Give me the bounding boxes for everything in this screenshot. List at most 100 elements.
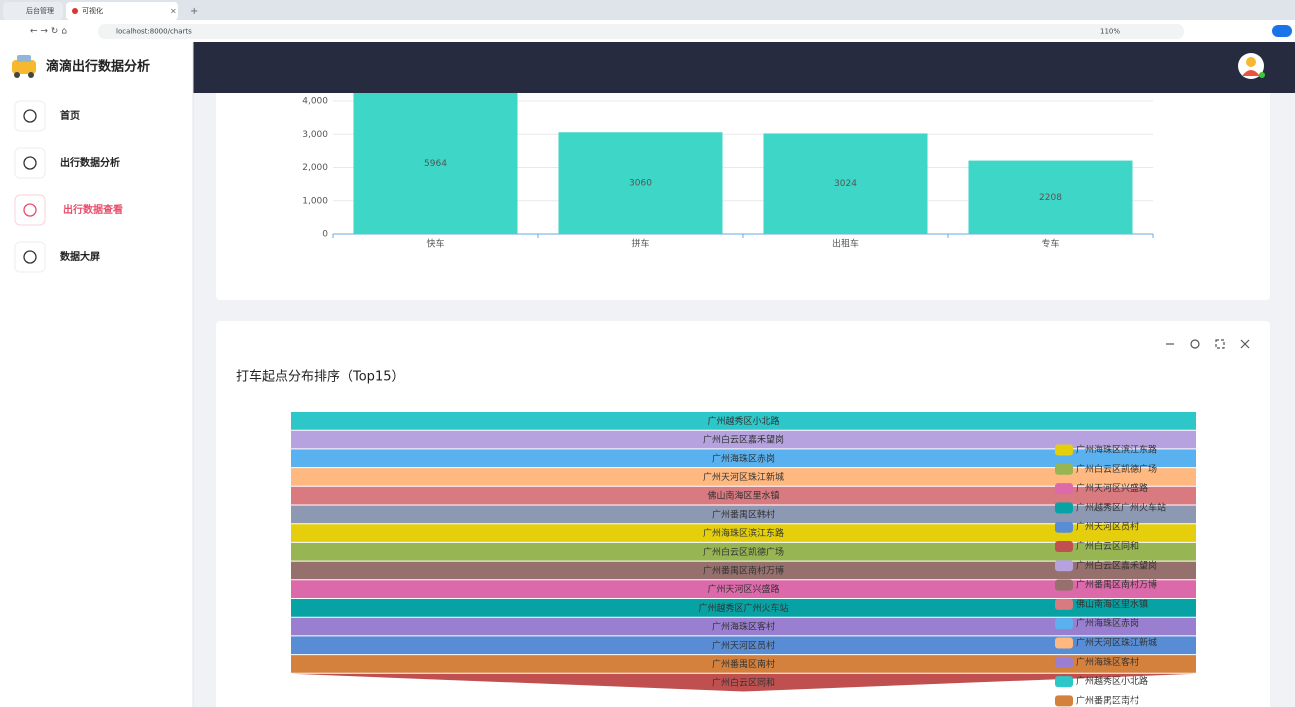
x-tick-label: 快车 xyxy=(426,238,444,250)
legend-swatch[interactable] xyxy=(1055,598,1073,610)
legend-swatch[interactable] xyxy=(1055,483,1073,495)
watermark: CSDN @源码之家 xyxy=(1106,696,1253,707)
menu-icon xyxy=(23,156,37,170)
bar xyxy=(763,133,928,234)
legend-label[interactable]: 广州白云区凯德广场 xyxy=(1076,463,1157,475)
funnel-segment xyxy=(291,486,1196,505)
toolbox[interactable] xyxy=(1166,339,1250,349)
value-label: 5964 xyxy=(424,159,447,169)
url-field[interactable] xyxy=(98,24,1184,39)
new-tab[interactable]: + xyxy=(190,6,198,17)
funnel-segment xyxy=(291,449,1196,468)
y-tick-label: 1,000 xyxy=(302,196,328,206)
logo-wheel xyxy=(14,72,20,78)
legend-label[interactable]: 广州番禺区南村万博 xyxy=(1076,579,1157,591)
funnel-segment xyxy=(291,617,1196,636)
tab-bar xyxy=(0,0,1295,20)
menu-item[interactable]: 数据大屏 xyxy=(60,250,100,263)
legend-swatch[interactable] xyxy=(1055,695,1073,707)
tab-active[interactable] xyxy=(66,2,178,20)
legend-swatch[interactable] xyxy=(1055,521,1073,533)
x-tick-label: 拼车 xyxy=(631,238,649,250)
menu-icon-box[interactable] xyxy=(14,100,46,132)
close-icon[interactable] xyxy=(1240,339,1250,349)
app-title: 滴滴出行数据分析 xyxy=(46,59,150,75)
menu-icon-box[interactable] xyxy=(14,194,46,226)
logo-window xyxy=(17,55,31,62)
menu-icon xyxy=(23,203,37,217)
refresh-icon[interactable] xyxy=(1190,339,1200,349)
avatar[interactable] xyxy=(1238,53,1265,79)
funnel-segment xyxy=(291,468,1196,486)
fullscreen-icon[interactable] xyxy=(1215,339,1225,349)
legend-swatch[interactable] xyxy=(1055,676,1073,688)
value-label: 2208 xyxy=(1039,193,1062,203)
segment-label: 广州番禺区韩村 xyxy=(712,508,775,520)
legend-swatch[interactable] xyxy=(1055,618,1073,630)
legend-swatch[interactable] xyxy=(1055,560,1073,572)
url[interactable]: localhost:8000/charts xyxy=(116,28,192,36)
zoom[interactable]: 110% xyxy=(1100,28,1120,36)
legend-swatch[interactable] xyxy=(1055,541,1073,552)
funnel-segment xyxy=(291,412,1196,430)
avatar-head xyxy=(1246,57,1256,67)
chart-title: 打车起点分布排序（Top15） xyxy=(236,369,404,385)
menu-icon-box[interactable] xyxy=(14,147,46,179)
nav-buttons[interactable]: ← → ↻ ⌂ xyxy=(30,27,67,37)
segment-label: 广州番禺区南村万博 xyxy=(703,564,784,576)
legend-swatch[interactable] xyxy=(1055,463,1073,475)
menu-icon-box[interactable] xyxy=(14,241,46,273)
segment-label: 广州海珠区滨江东路 xyxy=(703,527,784,539)
legend-label[interactable]: 广州天河区兴盛路 xyxy=(1076,482,1148,494)
legend-swatch[interactable] xyxy=(1055,579,1073,591)
menu-item[interactable]: 首页 xyxy=(60,109,80,122)
legend-label[interactable]: 广州白云区同和 xyxy=(1076,540,1139,552)
tab-title[interactable]: 后台管理 xyxy=(26,6,54,15)
segment-label: 广州越秀区小北路 xyxy=(707,415,779,427)
value-label: 3060 xyxy=(629,179,652,189)
legend-label[interactable]: 广州白云区嘉禾望岗 xyxy=(1076,559,1157,571)
funnel-segment xyxy=(291,505,1196,524)
legend-swatch[interactable] xyxy=(1055,656,1073,668)
funnel-segment xyxy=(291,655,1196,673)
menu-item[interactable]: 出行数据分析 xyxy=(60,156,120,169)
legend-label[interactable]: 广州番禺区南村 xyxy=(1076,694,1139,706)
legend-label[interactable]: 广州天河区珠江新城 xyxy=(1076,637,1157,649)
legend-swatch[interactable] xyxy=(1055,637,1073,649)
y-tick-label: 0 xyxy=(322,230,328,240)
segment-label: 广州天河区兴盛路 xyxy=(707,583,779,595)
legend-label[interactable]: 广州海珠区客村 xyxy=(1076,656,1139,668)
sidebar xyxy=(0,42,193,707)
funnel-chart: 打车起点分布排序（Top15）广州越秀区小北路广州白云区嘉禾望岗广州海珠区赤岗广… xyxy=(236,369,1196,707)
segment-label: 广州白云区嘉禾望岗 xyxy=(703,434,784,446)
header xyxy=(193,42,1295,93)
funnel-segment xyxy=(291,636,1196,655)
segment-label: 佛山南海区里水镇 xyxy=(707,490,779,502)
funnel-segment xyxy=(291,524,1196,542)
tab-close[interactable]: × xyxy=(170,7,177,16)
legend-label[interactable]: 佛山南海区里水镇 xyxy=(1076,598,1148,610)
legend-label[interactable]: 广州海珠区赤岗 xyxy=(1076,617,1139,629)
y-tick-label: 2,000 xyxy=(302,163,328,173)
legend-label[interactable]: 广州天河区员村 xyxy=(1076,521,1139,533)
tab-favicon xyxy=(72,8,78,14)
menu-item[interactable]: 出行数据查看 xyxy=(63,203,123,216)
legend-label[interactable]: 广州越秀区小北路 xyxy=(1076,675,1148,687)
segment-label: 广州海珠区客村 xyxy=(712,621,775,633)
legend-swatch[interactable] xyxy=(1055,444,1073,456)
legend-swatch[interactable] xyxy=(1055,502,1073,514)
x-tick-label: 出租车 xyxy=(832,238,859,250)
bar xyxy=(558,132,723,234)
legend-label[interactable]: 广州海珠区滨江东路 xyxy=(1076,444,1157,456)
tab[interactable] xyxy=(3,2,63,20)
bar xyxy=(968,160,1133,234)
segment-label: 广州天河区珠江新城 xyxy=(703,471,784,483)
tab-title[interactable]: 可视化 xyxy=(82,6,103,15)
legend-label[interactable]: 广州越秀区广州火车站 xyxy=(1076,501,1166,513)
segment-label: 广州番禺区南村 xyxy=(712,658,775,670)
x-tick-label: 专车 xyxy=(1041,238,1059,250)
profile-button[interactable] xyxy=(1272,25,1292,37)
segment-label: 广州海珠区赤岗 xyxy=(712,452,775,464)
